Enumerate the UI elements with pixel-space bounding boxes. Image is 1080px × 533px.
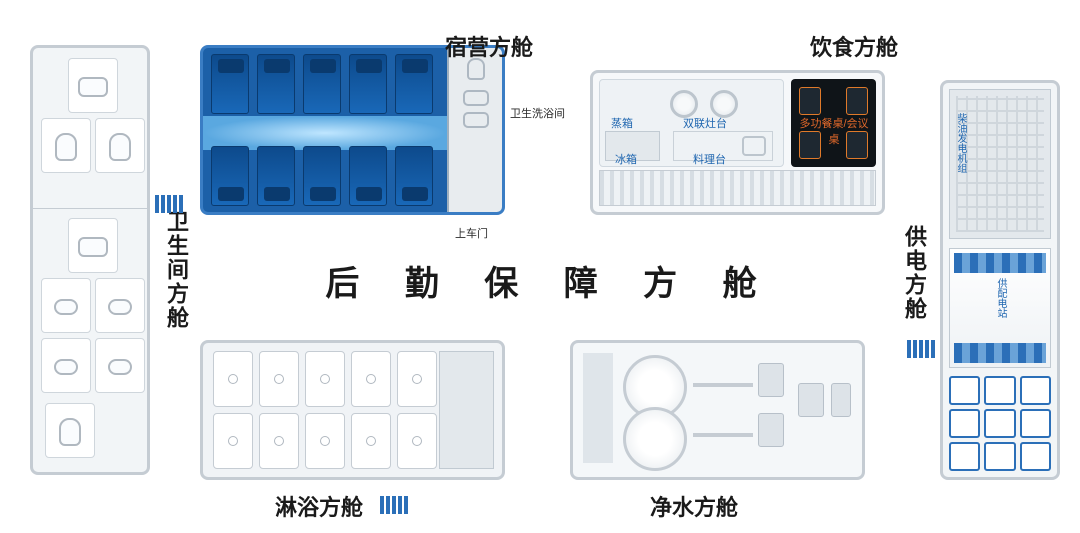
decor-stripe [155,195,183,213]
shower-cabin [200,340,505,480]
dormitory-cabin [200,45,505,215]
shower-label: 淋浴方舱 [275,490,363,522]
battery-boxes [949,376,1051,471]
dorm-washroom [447,48,502,212]
food-label: 饮食方舱 [810,30,898,62]
prep-label: 料理台 [693,151,726,167]
water-label: 净水方舱 [650,490,738,522]
dorm-wash-label: 卫生洗浴间 [510,105,565,121]
dist-label: 供配电站 [993,278,1008,318]
decor-stripe [907,340,935,358]
dormitory-label: 宿营方舱 [445,30,533,62]
fridge-label: 冰箱 [615,151,637,167]
power-label: 供电方舱 [898,225,930,321]
sanitary-label: 卫生间方舱 [160,210,192,330]
food-cabin: 蒸箱 双联灶台 冰箱 料理台 多功餐桌/会议桌 [590,70,885,215]
steamer-label: 蒸箱 [611,115,633,131]
power-cabin: 柴油发电机组 供配电站 [940,80,1060,480]
stove-label: 双联灶台 [683,115,727,131]
decor-stripe [380,496,408,514]
dining-label: 多功餐桌/会议桌 [794,115,874,147]
sanitary-cabin [30,45,150,475]
center-title: 后 勤 保 障 方 舱 [200,245,900,315]
dorm-door-label: 上车门 [455,225,488,241]
generator-label: 柴油发电机组 [953,113,968,173]
water-cabin [570,340,865,480]
